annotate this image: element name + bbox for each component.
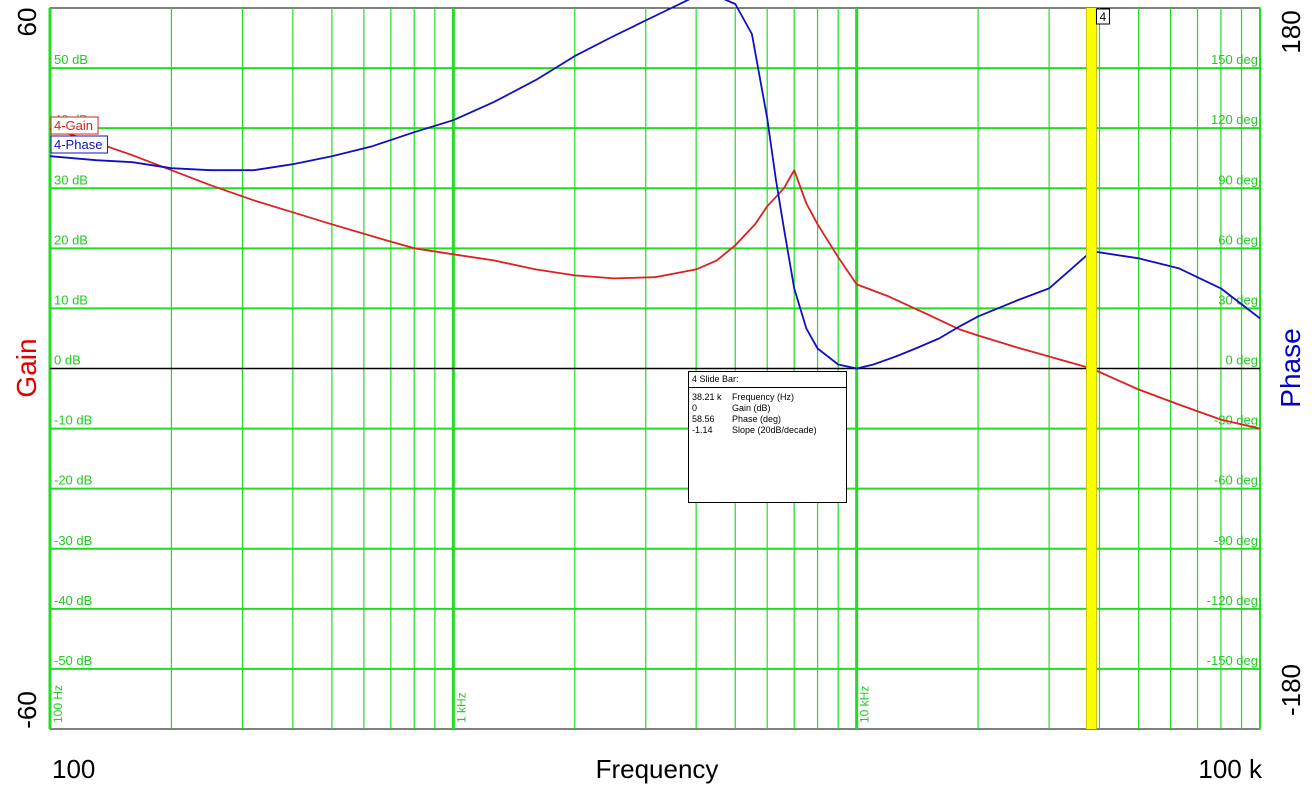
x-axis-title: Frequency: [596, 754, 719, 784]
slide-bar-readout: 4 Slide Bar: 38.21 k Frequency (Hz) 0 Gain…: [688, 371, 847, 503]
gain-tick-label: 20 dB: [54, 232, 88, 247]
gain-tick-label: 10 dB: [54, 292, 88, 307]
readout-row-phase: 58.56 Phase (deg): [692, 414, 843, 425]
phase-axis-title: Phase: [1275, 328, 1306, 407]
phase-tick-label: -90 deg: [1214, 533, 1258, 548]
series-lines: [49, 0, 1261, 430]
x-axis-start-label: 100: [52, 754, 95, 784]
readout-label: Gain (dB): [732, 403, 771, 413]
phase-tick-label: 30 deg: [1218, 292, 1258, 307]
gain-tick-label: -20 dB: [54, 473, 92, 488]
gain-tick-label: 0 dB: [54, 353, 81, 368]
slide-bar-tag: [1095, 8, 1110, 25]
gain-tick-label: 50 dB: [54, 52, 88, 67]
legend: 4-Gain 4-Phase: [50, 116, 108, 154]
gain-tick-label: -30 dB: [54, 533, 92, 548]
phase-tick-label: 150 deg: [1211, 52, 1258, 67]
readout-row-frequency: 38.21 k Frequency (Hz): [692, 392, 843, 403]
readout-label: Slope (20dB/decade): [732, 425, 817, 435]
readout-value: 38.21 k: [692, 392, 722, 402]
readout-label: Phase (deg): [732, 414, 782, 424]
readout-row-slope: -1.14 Slope (20dB/decade): [692, 425, 843, 436]
phase-tick-label: 90 deg: [1218, 172, 1258, 187]
frequency-tick-label: 100 Hz: [51, 685, 65, 723]
gain-axis-top-label: 60: [12, 8, 42, 37]
readout-title: 4 Slide Bar:: [689, 372, 846, 388]
phase-tick-label: 120 deg: [1211, 112, 1258, 127]
slide-bar[interactable]: [1086, 8, 1097, 729]
legend-entry-label: 4-Gain: [54, 118, 93, 133]
gain-axis-title: Gain: [11, 338, 42, 397]
phase-axis-bottom-label: -180: [1276, 664, 1306, 716]
gain-axis-bottom-label: -60: [12, 691, 42, 729]
phase-series-line: [49, 0, 1261, 370]
grid-lines: [48, 7, 1261, 730]
legend-entry-box: [50, 116, 99, 135]
phase-tick-label: 0 deg: [1225, 353, 1258, 368]
readout-value: 0: [692, 403, 698, 413]
frequency-tick-label: 1 kHz: [454, 692, 468, 723]
phase-tick-label: -60 deg: [1214, 473, 1258, 488]
readout-label: Frequency (Hz): [732, 392, 795, 402]
legend-entry-label: 4-Phase: [54, 137, 102, 152]
gain-tick-label: -40 dB: [54, 593, 92, 608]
frequency-tick-label: 10 kHz: [858, 686, 872, 723]
slide-bar-cursor[interactable]: 4: [1085, 8, 1110, 729]
legend-entry-box: [50, 135, 108, 154]
readout-value: 58.56: [692, 414, 715, 424]
phase-axis-top-label: 180: [1276, 10, 1306, 53]
phase-tick-label: 60 deg: [1218, 232, 1258, 247]
phase-tick-label: -30 deg: [1214, 413, 1258, 428]
readout-value: -1.14: [692, 425, 713, 435]
gain-tick-label: -50 dB: [54, 653, 92, 668]
phase-tick-label: -150 deg: [1207, 653, 1258, 668]
readout-row-gain: 0 Gain (dB): [692, 403, 843, 414]
gain-series-line: [49, 127, 1261, 430]
gain-tick-label: 30 dB: [54, 172, 88, 187]
phase-tick-label: -120 deg: [1207, 593, 1258, 608]
gain-tick-label: -10 dB: [54, 413, 92, 428]
x-axis-end-label: 100 k: [1198, 754, 1263, 784]
slide-bar-id: 4: [1099, 10, 1106, 24]
